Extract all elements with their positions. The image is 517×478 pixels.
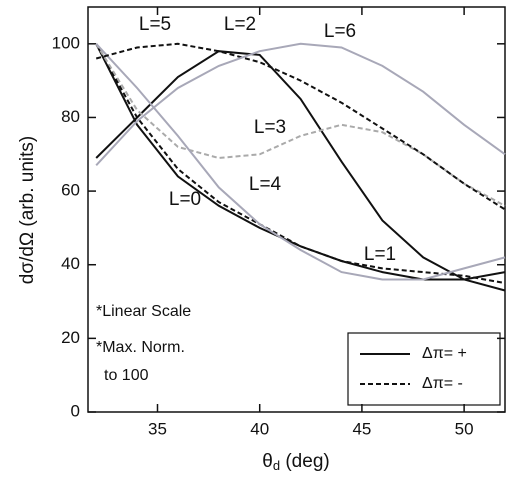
y-tick-label: 80	[61, 107, 80, 126]
x-label-symbol: θ	[262, 451, 273, 472]
curve-label: L=5	[139, 14, 171, 35]
series-line	[95, 43, 506, 281]
x-label-subscript: d	[273, 458, 280, 473]
x-label-unit: (deg)	[280, 451, 330, 472]
y-tick-label: 100	[52, 33, 80, 52]
y-tick-label: 40	[61, 254, 80, 273]
y-axis-label: dσ/dΩ (arb. units)	[17, 136, 38, 284]
annotation: *Max. Norm.	[96, 339, 185, 356]
annotation: to 100	[104, 367, 149, 384]
annotation: *Linear Scale	[96, 303, 191, 320]
curve-label: L=1	[364, 244, 396, 265]
legend-box	[347, 332, 501, 406]
y-tick-label: 60	[61, 181, 80, 200]
curve-label: L=3	[254, 117, 286, 138]
curve-label: L=6	[324, 21, 356, 42]
series-line	[95, 42, 506, 211]
legend-label: Δπ= -	[422, 375, 463, 392]
x-axis-label: θd (deg)	[262, 451, 329, 473]
series-line	[95, 42, 506, 166]
curve-label: L=4	[249, 174, 282, 195]
y-tick-label: 0	[71, 401, 80, 420]
series-line	[95, 43, 506, 285]
legend-label: Δπ= +	[422, 345, 467, 362]
curve-label: L=0	[169, 189, 201, 210]
series-line	[95, 50, 506, 292]
x-tick-label: 35	[148, 419, 167, 438]
curve-label: L=2	[224, 14, 256, 35]
series-line	[95, 43, 506, 281]
series-line	[95, 43, 506, 207]
y-tick-label: 20	[61, 328, 80, 347]
x-tick-label: 45	[352, 419, 371, 438]
x-tick-label: 40	[250, 419, 269, 438]
plot-frame	[87, 6, 506, 413]
x-tick-label: 50	[455, 419, 474, 438]
